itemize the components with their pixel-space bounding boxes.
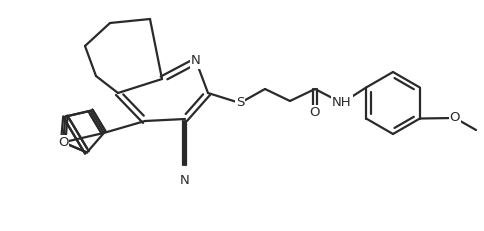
Text: O: O — [58, 136, 68, 149]
Text: O: O — [449, 112, 459, 125]
Text: S: S — [235, 97, 243, 109]
Text: H: H — [336, 97, 346, 109]
Text: O: O — [309, 106, 319, 119]
Text: NH: NH — [332, 97, 351, 109]
Text: N: N — [180, 174, 189, 188]
Text: N: N — [191, 55, 200, 67]
